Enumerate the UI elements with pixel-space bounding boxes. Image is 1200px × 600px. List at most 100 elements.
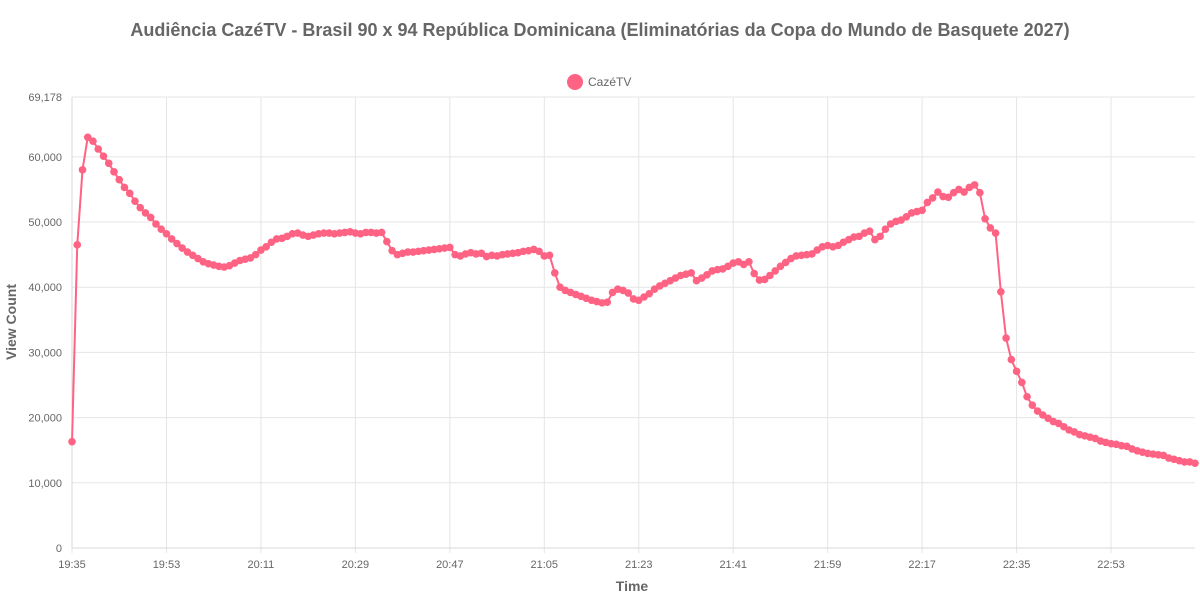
x-tick-label: 21:05 xyxy=(531,559,559,571)
y-tick-label: 50,000 xyxy=(28,217,62,229)
data-point[interactable] xyxy=(781,258,790,267)
data-point[interactable] xyxy=(687,269,696,277)
legend-label[interactable]: CazéTV xyxy=(588,75,631,89)
data-point[interactable] xyxy=(776,262,785,271)
data-point[interactable] xyxy=(928,194,937,202)
data-point[interactable] xyxy=(89,137,97,145)
y-axis-ticks: 0 10,000 20,000 30,000 40,000 50,000 60,000 69,… xyxy=(28,92,62,555)
data-point[interactable] xyxy=(125,189,134,198)
y-tick-label: 20,000 xyxy=(28,413,62,425)
data-point[interactable] xyxy=(902,213,911,221)
data-point[interactable] xyxy=(99,152,108,160)
data-point[interactable] xyxy=(976,188,984,197)
data-point[interactable] xyxy=(624,289,633,297)
data-point[interactable] xyxy=(1180,458,1189,466)
data-point[interactable] xyxy=(136,203,145,212)
data-point[interactable] xyxy=(446,243,454,252)
data-point[interactable] xyxy=(146,213,155,222)
data-point[interactable] xyxy=(1007,355,1016,364)
data-point[interactable] xyxy=(157,225,166,233)
data-point[interactable] xyxy=(78,166,87,174)
data-point[interactable] xyxy=(986,224,995,232)
legend[interactable]: CazéTV xyxy=(567,74,631,90)
y-tick-label: 40,000 xyxy=(28,282,62,294)
data-point[interactable] xyxy=(83,133,92,142)
legend-marker xyxy=(567,74,583,90)
data-point[interactable] xyxy=(535,247,543,256)
data-point[interactable] xyxy=(383,237,391,246)
data-point[interactable] xyxy=(997,287,1005,296)
data-point[interactable] xyxy=(73,241,82,249)
data-point[interactable] xyxy=(703,271,711,279)
x-tick-label: 21:59 xyxy=(814,559,842,571)
data-point[interactable] xyxy=(1002,334,1010,342)
data-point[interactable] xyxy=(881,225,890,233)
data-point[interactable] xyxy=(771,267,779,275)
data-point[interactable] xyxy=(960,188,968,196)
data-point[interactable] xyxy=(876,232,884,241)
series-points-cazetv xyxy=(68,133,1199,468)
data-point[interactable] xyxy=(1023,392,1031,401)
data-point[interactable] xyxy=(923,198,932,207)
data-point[interactable] xyxy=(1191,459,1199,468)
data-point[interactable] xyxy=(760,275,769,284)
y-tick-label: 30,000 xyxy=(28,347,62,359)
data-point[interactable] xyxy=(1033,407,1042,415)
data-point[interactable] xyxy=(550,269,559,277)
data-point[interactable] xyxy=(934,188,942,196)
data-point[interactable] xyxy=(645,289,654,298)
x-tick-label: 22:35 xyxy=(1003,559,1031,571)
data-point[interactable] xyxy=(141,209,150,217)
x-tick-label: 20:11 xyxy=(248,559,275,571)
data-point[interactable] xyxy=(944,193,953,202)
data-point[interactable] xyxy=(120,183,129,192)
y-axis-title: View Count xyxy=(3,284,19,360)
data-point[interactable] xyxy=(110,168,118,176)
data-point[interactable] xyxy=(808,250,816,258)
data-point[interactable] xyxy=(865,227,874,235)
data-point[interactable] xyxy=(918,206,926,215)
data-point[interactable] xyxy=(750,269,758,278)
y-gridlines xyxy=(72,96,1195,549)
data-point[interactable] xyxy=(404,248,412,256)
data-point[interactable] xyxy=(162,229,171,238)
data-point[interactable] xyxy=(173,239,181,248)
data-point[interactable] xyxy=(251,250,260,259)
y-tick-label: 10,000 xyxy=(28,478,62,490)
data-point[interactable] xyxy=(178,244,186,252)
data-point[interactable] xyxy=(603,298,612,307)
data-point[interactable] xyxy=(1018,378,1026,387)
data-point[interactable] xyxy=(262,243,270,251)
data-point[interactable] xyxy=(94,145,103,153)
chart-title: Audiência CazéTV - Brasil 90 x 94 Repúbl… xyxy=(130,20,1069,40)
x-tick-label: 22:17 xyxy=(908,559,936,571)
x-axis-title: Time xyxy=(616,578,649,594)
data-point[interactable] xyxy=(1012,367,1021,376)
x-tick-label: 22:53 xyxy=(1097,559,1125,571)
x-tick-label: 19:35 xyxy=(58,559,86,571)
data-point[interactable] xyxy=(991,229,1000,237)
data-point[interactable] xyxy=(131,197,139,205)
data-point[interactable] xyxy=(545,251,554,260)
data-point[interactable] xyxy=(104,159,113,168)
data-point[interactable] xyxy=(981,214,989,223)
data-point[interactable] xyxy=(320,229,328,237)
data-point[interactable] xyxy=(377,228,386,237)
data-point[interactable] xyxy=(362,228,370,237)
data-point[interactable] xyxy=(388,246,396,255)
x-gridlines xyxy=(71,97,1112,553)
data-point[interactable] xyxy=(115,175,124,184)
x-tick-label: 19:53 xyxy=(153,559,181,571)
data-point[interactable] xyxy=(152,220,160,228)
data-point[interactable] xyxy=(167,235,176,243)
data-point[interactable] xyxy=(68,437,76,446)
data-point[interactable] xyxy=(766,271,774,280)
data-point[interactable] xyxy=(970,181,979,189)
y-tick-label: 69,178 xyxy=(28,92,62,104)
y-tick-label: 60,000 xyxy=(28,152,62,164)
x-tick-label: 20:47 xyxy=(436,559,464,571)
data-point[interactable] xyxy=(745,258,753,266)
data-point[interactable] xyxy=(1028,401,1037,410)
